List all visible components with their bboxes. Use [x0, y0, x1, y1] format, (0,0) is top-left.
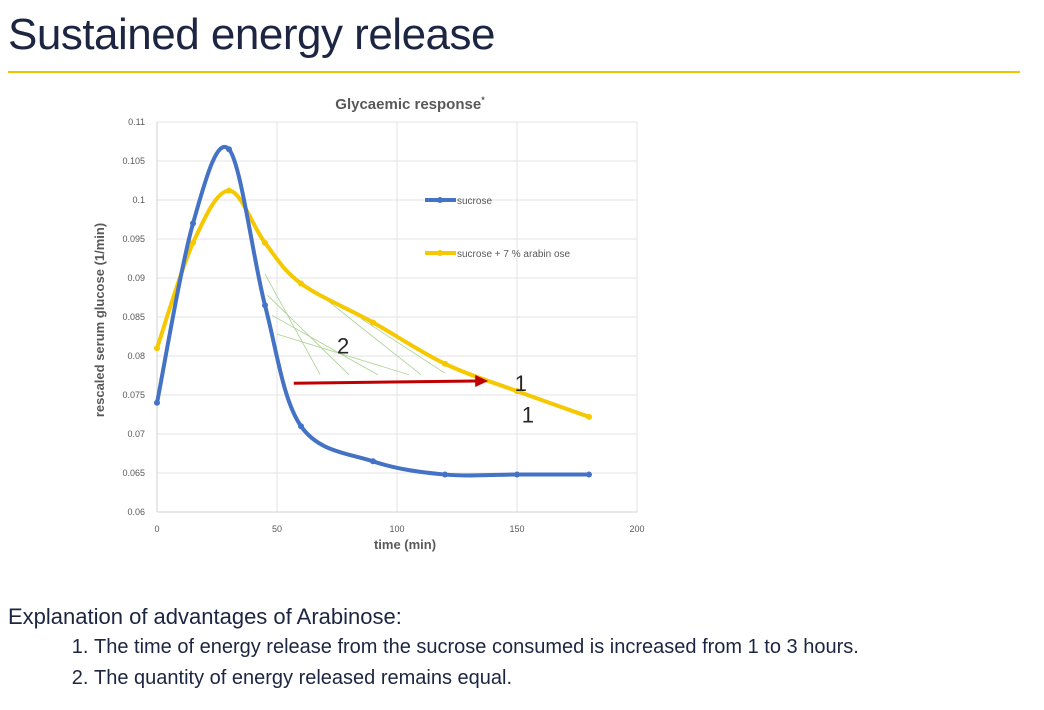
hatch-line: [360, 318, 446, 374]
slide-title: Sustained energy release: [8, 10, 496, 59]
legend-marker: [437, 250, 443, 256]
data-point: [154, 399, 160, 406]
data-point: [226, 146, 232, 153]
x-tick-label: 200: [629, 524, 644, 534]
data-point: [226, 187, 232, 194]
data-point: [370, 458, 376, 465]
legend-marker: [437, 197, 443, 203]
y-tick-label: 0.06: [127, 507, 145, 517]
data-point: [586, 471, 592, 478]
data-point: [154, 345, 160, 352]
hatch-line: [272, 315, 378, 376]
y-axis-label: rescaled serum glucose (1/min): [92, 223, 107, 417]
annotation-label: 1: [522, 402, 534, 427]
data-point: [190, 220, 196, 227]
data-point: [514, 471, 520, 478]
y-tick-label: 0.09: [127, 273, 145, 283]
hatch-line: [264, 273, 321, 375]
y-tick-label: 0.1: [132, 195, 145, 205]
hatch-line: [276, 333, 410, 376]
data-point: [298, 423, 304, 430]
data-point: [262, 239, 268, 246]
y-tick-label: 0.105: [122, 156, 145, 166]
x-tick-label: 100: [389, 524, 404, 534]
data-point: [262, 302, 268, 309]
y-tick-label: 0.11: [128, 117, 145, 127]
legend-label: sucrose + 7 % arabin ose: [457, 249, 571, 260]
data-point: [370, 319, 376, 326]
y-tick-label: 0.07: [127, 429, 145, 439]
advantages-list: The time of energy release from the sucr…: [60, 632, 859, 694]
y-tick-label: 0.095: [122, 234, 145, 244]
annotation-label: 2: [337, 334, 349, 359]
x-tick-label: 150: [509, 524, 524, 534]
data-point: [298, 280, 304, 287]
arrow-head: [475, 374, 489, 387]
data-point: [514, 388, 520, 395]
glycaemic-chart: Glycaemic response* time (min) rescaled …: [92, 95, 645, 552]
data-point: [442, 360, 448, 367]
red-arrow: [293, 379, 477, 385]
y-tick-label: 0.065: [122, 468, 145, 478]
x-axis-label: time (min): [374, 537, 436, 552]
data-point: [190, 239, 196, 246]
x-tick-label: 50: [272, 524, 282, 534]
hatch-line: [322, 296, 422, 376]
legend-label: sucrose: [457, 196, 492, 207]
data-point: [442, 471, 448, 478]
x-tick-label: 0: [154, 524, 159, 534]
hatch-line: [267, 294, 350, 376]
advantage-item: The time of energy release from the sucr…: [94, 632, 859, 663]
data-point: [586, 413, 592, 420]
annotation-label: 1: [515, 371, 527, 396]
chart-title: Glycaemic response*: [335, 95, 485, 113]
y-tick-label: 0.08: [127, 351, 145, 361]
y-tick-label: 0.075: [122, 390, 145, 400]
title-underline: [8, 71, 1020, 73]
y-tick-label: 0.085: [122, 312, 145, 322]
explanation-heading: Explanation of advantages of Arabinose:: [8, 604, 402, 629]
advantage-item: The quantity of energy released remains …: [94, 663, 859, 694]
